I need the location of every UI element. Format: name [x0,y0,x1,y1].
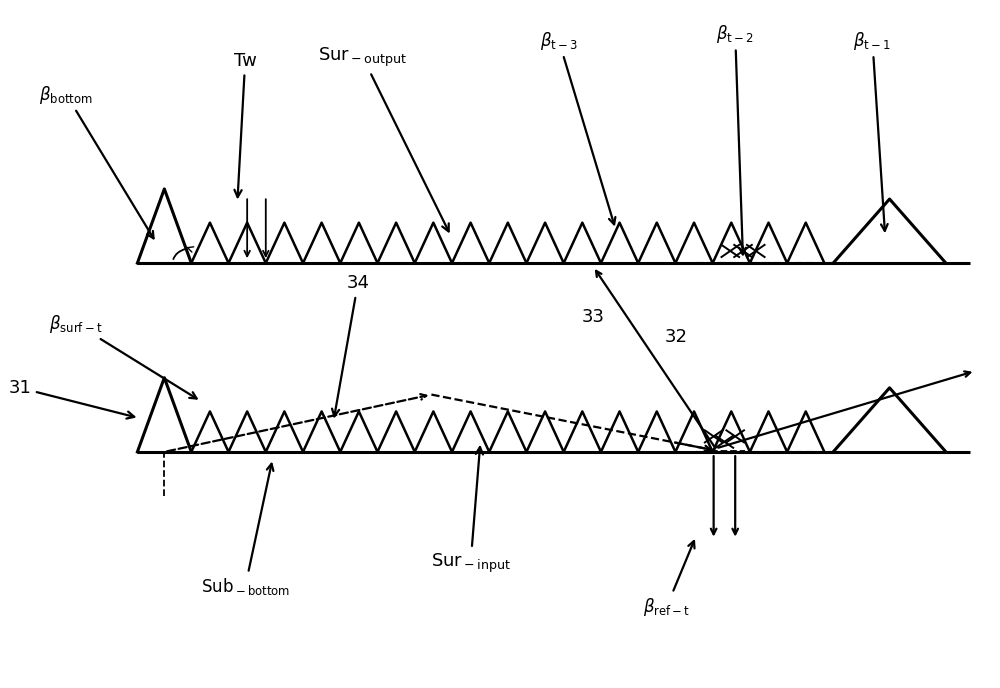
Text: 34: 34 [332,275,369,416]
Text: 31: 31 [8,379,134,418]
Text: $\beta_{\rm t-1}$: $\beta_{\rm t-1}$ [853,30,891,231]
Text: Sur$_{\rm -output}$: Sur$_{\rm -output}$ [318,46,449,231]
Text: Sur$_{\rm -input}$: Sur$_{\rm -input}$ [431,447,511,574]
Text: $\beta_{\rm t-2}$: $\beta_{\rm t-2}$ [716,23,754,255]
Text: $\beta_{\rm bottom}$: $\beta_{\rm bottom}$ [39,83,154,238]
Text: Tw: Tw [234,52,257,197]
Text: $\beta_{\rm ref-t}$: $\beta_{\rm ref-t}$ [643,541,695,618]
Text: $\beta_{\rm surf-t}$: $\beta_{\rm surf-t}$ [49,313,197,398]
Text: Sub$_{\rm -bottom}$: Sub$_{\rm -bottom}$ [201,464,290,597]
Text: 33: 33 [582,308,605,326]
Text: 32: 32 [665,328,688,346]
Text: $\beta_{\rm t-3}$: $\beta_{\rm t-3}$ [540,30,615,224]
